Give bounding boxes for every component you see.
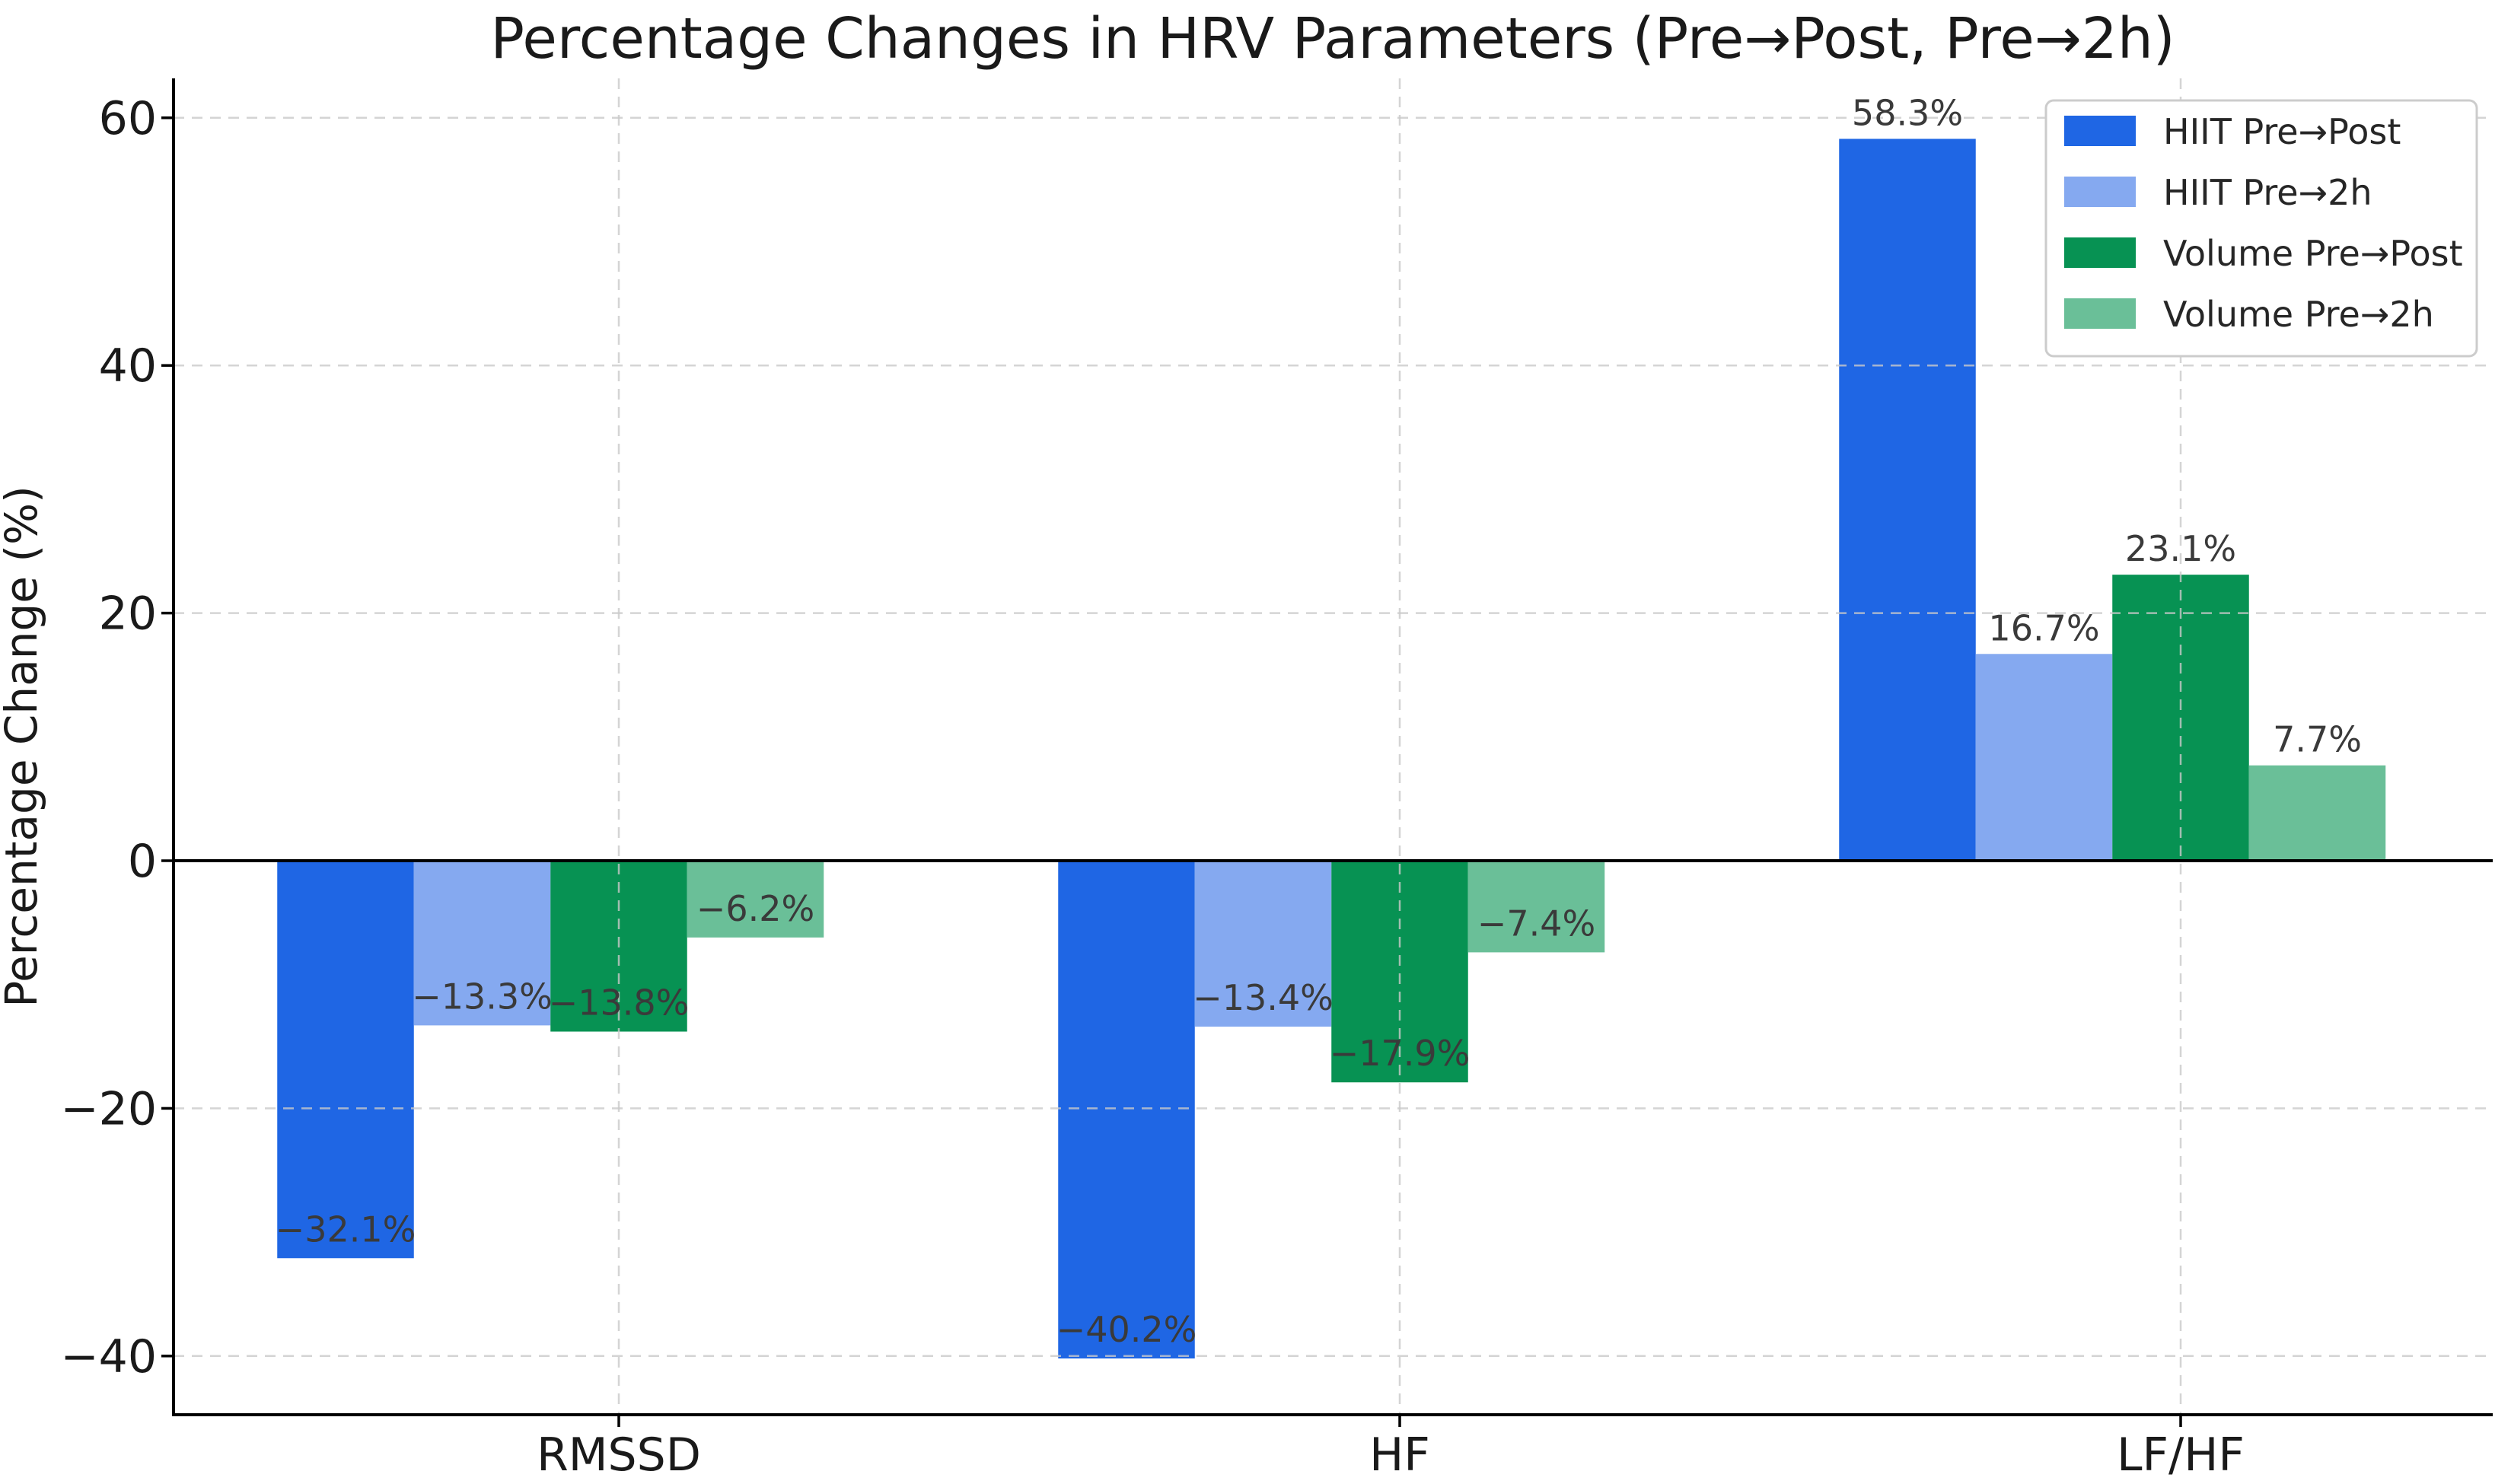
legend-box [2044, 99, 2478, 358]
labels-layer: −40 −20 0 20 40 60 RMSSD HF LF/HF −32.1% −40.2% 58.… [60, 92, 2362, 1482]
bar-value-label: −32.1% [276, 1209, 416, 1250]
bar-hiit-pre→post [277, 861, 414, 1259]
y-tick-label: 40 [99, 339, 157, 393]
bars-layer [277, 139, 2386, 1359]
chart-title: Percentage Changes in HRV Parameters (Pr… [490, 6, 2175, 72]
bar-value-label: 58.3% [1852, 92, 1963, 133]
legend-swatch [2064, 177, 2136, 207]
y-axis-label: Percentage Change (%) [0, 486, 47, 1008]
bar-hiit-pre→post [1839, 139, 1976, 861]
y-tick-label: −40 [60, 1330, 157, 1384]
legend-swatch [2064, 116, 2136, 146]
bar-value-label: −6.2% [696, 888, 814, 929]
legend-label: HIIT Pre→Post [2163, 111, 2401, 152]
x-tick-label: RMSSD [537, 1428, 701, 1482]
bar-value-label: −13.8% [549, 982, 690, 1024]
axes-layer [161, 78, 2493, 1427]
legend-swatch [2064, 237, 2136, 268]
bar-value-label: 16.7% [1988, 607, 2099, 648]
bar-volume-pre→2h [687, 861, 824, 938]
bar-value-label: −13.4% [1193, 977, 1334, 1018]
bar-hiit-pre→post [1058, 861, 1195, 1359]
bar-volume-pre→2h [2248, 765, 2386, 861]
bar-value-label: 23.1% [2125, 528, 2236, 569]
bar-value-label: −7.4% [1477, 903, 1595, 944]
bar-value-label: −40.2% [1056, 1309, 1197, 1350]
x-tick-label: LF/HF [2117, 1428, 2245, 1482]
bar-volume-pre→post [1331, 861, 1468, 1083]
legend: HIIT Pre→Post HIIT Pre→2h Volume Pre→Post V… [2044, 99, 2478, 358]
bar-volume-pre→2h [1467, 861, 1605, 953]
bar-hiit-pre→2h [1975, 654, 2113, 861]
x-tick-label: HF [1369, 1428, 1430, 1482]
bar-hiit-pre→2h [1194, 861, 1332, 1027]
y-tick-label: −20 [60, 1082, 157, 1135]
bar-value-label: −13.3% [412, 976, 553, 1017]
bar-value-label: 7.7% [2273, 719, 2362, 760]
y-tick-label: 20 [99, 588, 157, 641]
legend-label: Volume Pre→2h [2163, 294, 2434, 335]
y-tick-label: 60 [99, 92, 157, 145]
bar-hiit-pre→2h [413, 861, 551, 1026]
legend-label: HIIT Pre→2h [2163, 172, 2372, 213]
bar-value-label: −17.9% [1330, 1033, 1471, 1074]
legend-swatch [2064, 298, 2136, 329]
legend-label: Volume Pre→Post [2163, 233, 2463, 274]
y-tick-label: 0 [128, 835, 157, 888]
